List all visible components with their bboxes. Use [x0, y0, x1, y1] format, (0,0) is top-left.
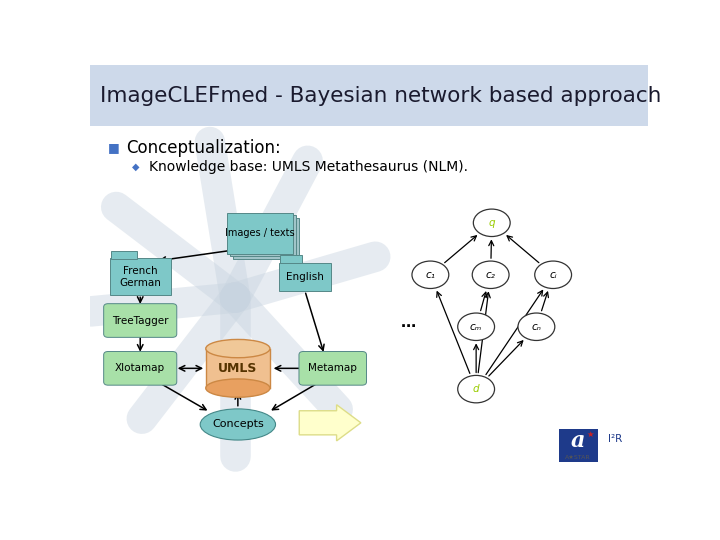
Circle shape: [412, 261, 449, 288]
FancyBboxPatch shape: [90, 65, 648, 126]
FancyBboxPatch shape: [280, 255, 302, 264]
Text: Concepts: Concepts: [212, 420, 264, 429]
FancyBboxPatch shape: [227, 213, 293, 254]
Text: d: d: [473, 384, 480, 394]
Circle shape: [473, 209, 510, 237]
Text: English: English: [286, 272, 324, 282]
Text: Knowledge base: UMLS Metathesaurus (NLM).: Knowledge base: UMLS Metathesaurus (NLM)…: [148, 160, 467, 174]
Text: c₂: c₂: [486, 270, 495, 280]
Text: Xlotamap: Xlotamap: [115, 363, 166, 373]
Ellipse shape: [200, 409, 276, 440]
Text: Images / texts: Images / texts: [225, 228, 295, 238]
Ellipse shape: [206, 379, 270, 397]
Circle shape: [518, 313, 555, 341]
FancyBboxPatch shape: [110, 258, 171, 295]
Text: French
German: French German: [120, 266, 161, 288]
Text: ⋯: ⋯: [400, 319, 415, 334]
Text: ■: ■: [108, 141, 120, 154]
FancyBboxPatch shape: [300, 404, 361, 441]
Text: TreeTagger: TreeTagger: [112, 315, 168, 326]
Circle shape: [535, 261, 572, 288]
Text: c₁: c₁: [426, 270, 436, 280]
Bar: [206, 349, 270, 388]
FancyBboxPatch shape: [279, 262, 331, 291]
Text: Conceptualization:: Conceptualization:: [126, 139, 281, 157]
Circle shape: [458, 313, 495, 341]
Ellipse shape: [206, 340, 270, 357]
Text: q: q: [488, 218, 495, 228]
FancyBboxPatch shape: [230, 215, 296, 256]
FancyBboxPatch shape: [233, 218, 299, 259]
Text: ◆: ◆: [132, 161, 140, 172]
Text: I²R: I²R: [608, 434, 622, 444]
Circle shape: [458, 375, 495, 403]
Text: cₙ: cₙ: [531, 322, 541, 332]
FancyBboxPatch shape: [111, 251, 138, 259]
Text: ★: ★: [587, 429, 594, 438]
Text: A★STAR: A★STAR: [565, 455, 591, 460]
Text: UMLS: UMLS: [218, 362, 258, 375]
FancyBboxPatch shape: [299, 352, 366, 385]
Text: cₘ: cₘ: [470, 322, 482, 332]
FancyBboxPatch shape: [104, 352, 177, 385]
Text: ImageCLEFmed - Bayesian network based approach: ImageCLEFmed - Bayesian network based ap…: [100, 85, 662, 105]
FancyBboxPatch shape: [559, 429, 598, 462]
Text: cᵢ: cᵢ: [549, 270, 557, 280]
Text: a: a: [571, 430, 585, 452]
Text: Metamap: Metamap: [308, 363, 357, 373]
FancyBboxPatch shape: [104, 303, 177, 338]
Circle shape: [472, 261, 509, 288]
